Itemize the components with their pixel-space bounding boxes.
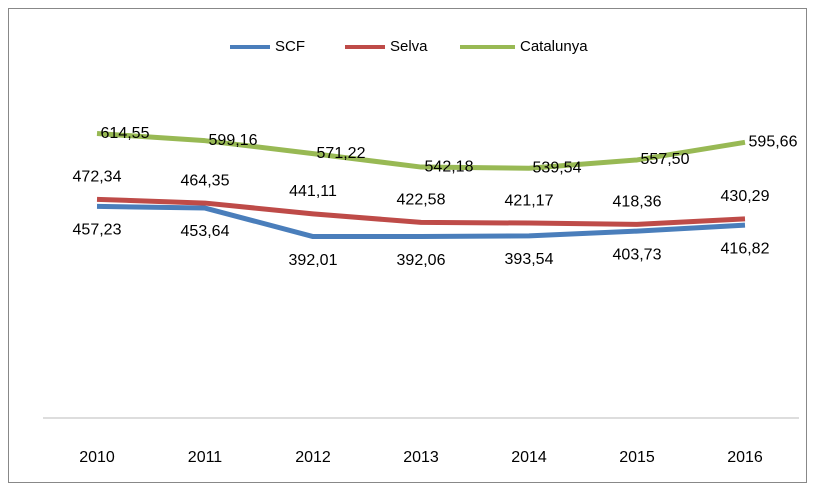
x-tick-label: 2012 bbox=[295, 449, 331, 466]
data-label: 457,23 bbox=[73, 222, 122, 239]
series-line bbox=[96, 196, 746, 227]
data-label: 557,50 bbox=[641, 151, 690, 168]
x-tick-label: 2010 bbox=[79, 449, 115, 466]
x-tick-label: 2013 bbox=[403, 449, 439, 466]
legend-label: SCF bbox=[275, 38, 305, 55]
data-label: 403,73 bbox=[613, 246, 662, 263]
data-label: 392,01 bbox=[289, 252, 338, 269]
data-label: 418,36 bbox=[613, 194, 662, 211]
data-label: 393,54 bbox=[505, 251, 554, 268]
data-label: 464,35 bbox=[181, 172, 230, 189]
chart-frame bbox=[8, 8, 807, 483]
series-line bbox=[96, 203, 746, 240]
data-label: 614,55 bbox=[101, 125, 150, 142]
data-label: 453,64 bbox=[181, 223, 230, 240]
data-label: 595,66 bbox=[749, 134, 798, 151]
x-tick-label: 2011 bbox=[188, 449, 223, 466]
data-label: 599,16 bbox=[209, 132, 258, 149]
data-label: 422,58 bbox=[397, 192, 446, 209]
series-line bbox=[96, 131, 746, 171]
x-tick-label: 2015 bbox=[619, 449, 655, 466]
legend-label: Catalunya bbox=[520, 38, 588, 55]
data-label: 472,34 bbox=[73, 169, 122, 186]
data-label: 430,29 bbox=[721, 188, 770, 205]
data-label: 416,82 bbox=[721, 240, 770, 257]
data-label: 539,54 bbox=[533, 159, 582, 176]
data-label: 421,17 bbox=[505, 192, 554, 209]
data-label: 571,22 bbox=[317, 145, 366, 162]
data-label: 542,18 bbox=[425, 158, 474, 175]
data-label: 441,11 bbox=[289, 183, 337, 200]
data-label: 392,06 bbox=[397, 252, 446, 269]
x-tick-label: 2014 bbox=[511, 449, 547, 466]
x-tick-label: 2016 bbox=[727, 449, 763, 466]
legend-label: Selva bbox=[390, 38, 428, 55]
